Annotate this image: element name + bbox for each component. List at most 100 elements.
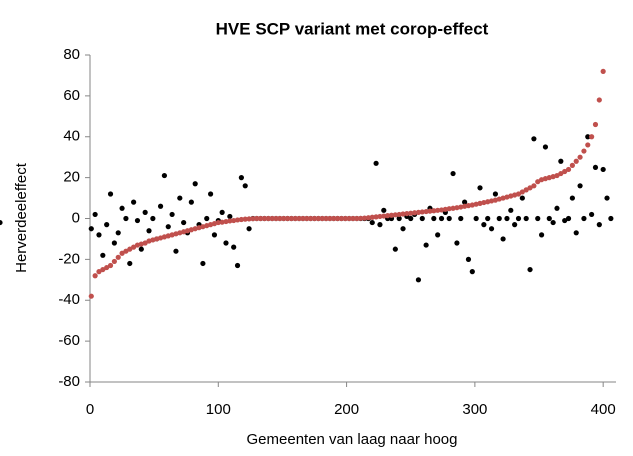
point bbox=[88, 226, 94, 232]
point bbox=[138, 246, 144, 252]
point bbox=[296, 215, 302, 222]
point bbox=[157, 203, 164, 209]
point bbox=[354, 215, 360, 222]
point bbox=[577, 183, 583, 189]
point bbox=[592, 121, 599, 128]
point bbox=[284, 215, 291, 222]
point bbox=[558, 158, 564, 164]
point bbox=[258, 215, 264, 222]
point bbox=[365, 215, 371, 221]
point bbox=[277, 215, 283, 222]
point bbox=[604, 195, 610, 201]
point bbox=[377, 222, 383, 228]
point bbox=[131, 244, 137, 250]
point bbox=[92, 273, 98, 279]
point bbox=[219, 219, 225, 225]
y-axis-label: Herverdeeleffect bbox=[13, 162, 30, 273]
point bbox=[519, 189, 525, 195]
point bbox=[423, 208, 429, 215]
y-tick-label: -60 bbox=[58, 332, 80, 349]
point bbox=[415, 209, 422, 215]
point bbox=[373, 160, 379, 166]
point bbox=[531, 183, 537, 189]
point bbox=[454, 205, 460, 211]
point bbox=[308, 215, 314, 222]
point bbox=[119, 205, 125, 211]
point bbox=[538, 232, 545, 238]
point bbox=[142, 209, 148, 215]
point bbox=[492, 191, 499, 197]
point bbox=[169, 211, 175, 218]
point bbox=[96, 232, 102, 238]
point bbox=[465, 256, 472, 262]
point bbox=[123, 215, 129, 222]
point bbox=[435, 232, 441, 238]
point bbox=[350, 215, 356, 222]
point bbox=[100, 252, 106, 258]
point bbox=[504, 215, 510, 222]
point bbox=[346, 215, 352, 222]
x-tick-label: 300 bbox=[462, 401, 487, 418]
point bbox=[515, 215, 522, 222]
point bbox=[165, 224, 171, 230]
point bbox=[446, 215, 452, 222]
y-tick-label: 20 bbox=[63, 169, 80, 186]
point bbox=[404, 210, 410, 217]
point bbox=[331, 215, 337, 222]
point bbox=[392, 212, 398, 218]
x-tick-label: 200 bbox=[334, 401, 359, 418]
point bbox=[469, 269, 475, 275]
point bbox=[142, 240, 148, 246]
point bbox=[454, 240, 460, 246]
point bbox=[419, 209, 425, 215]
point bbox=[207, 191, 214, 197]
point bbox=[242, 183, 248, 189]
x-tick-label: 0 bbox=[86, 401, 94, 418]
point bbox=[238, 216, 244, 223]
point bbox=[500, 236, 506, 242]
point bbox=[127, 260, 133, 267]
point bbox=[188, 199, 194, 205]
point bbox=[204, 215, 210, 222]
point bbox=[361, 215, 368, 221]
x-axis-label: Gemeenten van laag naar hoog bbox=[247, 431, 458, 448]
point bbox=[423, 242, 429, 248]
point bbox=[211, 232, 218, 238]
point bbox=[546, 215, 552, 222]
point bbox=[388, 212, 395, 218]
point bbox=[215, 219, 221, 226]
point bbox=[238, 175, 244, 181]
point bbox=[550, 219, 556, 226]
point bbox=[369, 219, 375, 226]
point bbox=[131, 199, 137, 205]
point bbox=[519, 195, 525, 201]
point bbox=[311, 215, 318, 222]
point bbox=[585, 134, 591, 140]
point bbox=[589, 211, 595, 218]
point bbox=[585, 142, 591, 148]
point bbox=[462, 203, 468, 209]
chart-title: HVE SCP variant met corop-effect bbox=[216, 19, 489, 38]
point bbox=[496, 215, 502, 222]
y-tick-label: -80 bbox=[58, 373, 80, 390]
point bbox=[219, 209, 225, 215]
point bbox=[465, 203, 472, 209]
point bbox=[600, 166, 606, 173]
y-tick-label: -20 bbox=[58, 250, 80, 267]
point bbox=[554, 205, 560, 211]
point bbox=[535, 179, 541, 185]
y-tick-label: -40 bbox=[58, 291, 80, 308]
point bbox=[107, 191, 114, 197]
point bbox=[265, 215, 271, 222]
point bbox=[477, 185, 483, 191]
point bbox=[96, 269, 102, 275]
point bbox=[111, 240, 117, 246]
point bbox=[92, 211, 98, 218]
point bbox=[227, 218, 233, 224]
point bbox=[608, 215, 614, 222]
point bbox=[596, 222, 602, 228]
point bbox=[223, 218, 229, 225]
point bbox=[104, 222, 110, 228]
point bbox=[442, 206, 448, 212]
